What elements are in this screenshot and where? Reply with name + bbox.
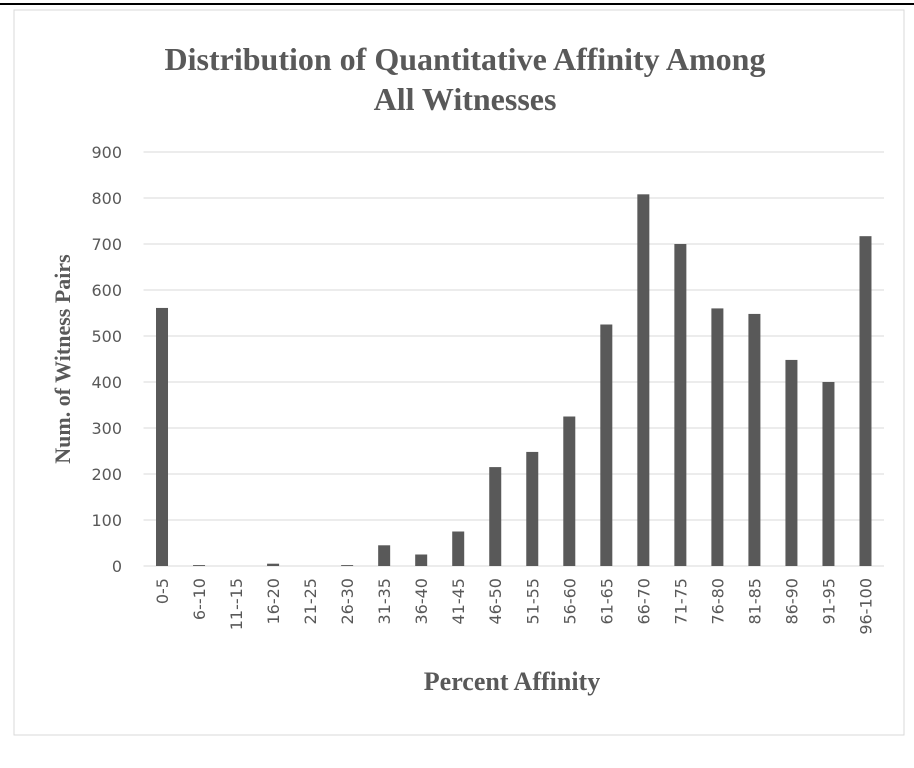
bar <box>822 382 835 566</box>
bar <box>267 563 280 566</box>
bar <box>415 554 428 566</box>
y-tick-label: 600 <box>91 281 122 300</box>
y-tick-label: 900 <box>91 143 122 162</box>
y-tick-label: 700 <box>91 235 122 254</box>
x-tick-label: 66-70 <box>634 578 653 625</box>
x-tick-label: 31-35 <box>375 578 394 625</box>
chart-border <box>13 9 905 736</box>
y-tick-label: 100 <box>91 511 122 530</box>
bar <box>378 545 391 566</box>
x-tick-label: 11--15 <box>227 578 246 630</box>
bar <box>489 467 502 566</box>
bar <box>341 565 354 566</box>
y-tick-label: 500 <box>91 327 122 346</box>
bar <box>452 531 465 566</box>
y-tick-label: 0 <box>112 557 122 576</box>
x-tick-label: 51-55 <box>523 578 542 625</box>
bar <box>193 565 206 566</box>
x-tick-label: 91-95 <box>819 578 838 625</box>
x-tick-label: 71-75 <box>671 578 690 625</box>
x-tick-label: 46-50 <box>486 578 505 625</box>
bar <box>637 194 650 566</box>
x-axis-label: Percent Affinity <box>424 667 600 696</box>
bar <box>156 307 169 566</box>
x-tick-label: 76-80 <box>708 578 727 625</box>
chart-title: Distribution of Quantitative Affinity Am… <box>165 41 766 117</box>
y-tick-label: 300 <box>91 419 122 438</box>
x-tick-label: 86-90 <box>782 578 801 625</box>
x-tick-label: 56-60 <box>560 578 579 625</box>
y-axis-label: Num. of Witness Pairs <box>50 254 75 464</box>
bar <box>859 236 872 566</box>
x-tick-label: 96-100 <box>856 578 875 635</box>
x-tick-label: 61-65 <box>597 578 616 625</box>
bar <box>785 359 798 566</box>
y-tick-label: 200 <box>91 465 122 484</box>
bar <box>674 244 687 566</box>
x-tick-label: 21-25 <box>301 578 320 625</box>
bar <box>563 416 576 566</box>
x-tick-label: 6--10 <box>190 578 209 620</box>
bar <box>711 308 724 566</box>
x-tick-label: 41-45 <box>449 578 468 625</box>
bar <box>600 324 613 566</box>
x-tick-label: 26-30 <box>338 578 357 625</box>
y-tick-label: 400 <box>91 373 122 392</box>
x-tick-label: 16-20 <box>264 578 283 625</box>
x-tick-label: 81-85 <box>745 578 764 625</box>
x-tick-label: 0-5 <box>153 578 172 604</box>
y-tick-label: 800 <box>91 189 122 208</box>
x-tick-label: 36-40 <box>412 578 431 625</box>
bar <box>526 451 539 566</box>
bar <box>748 313 761 566</box>
